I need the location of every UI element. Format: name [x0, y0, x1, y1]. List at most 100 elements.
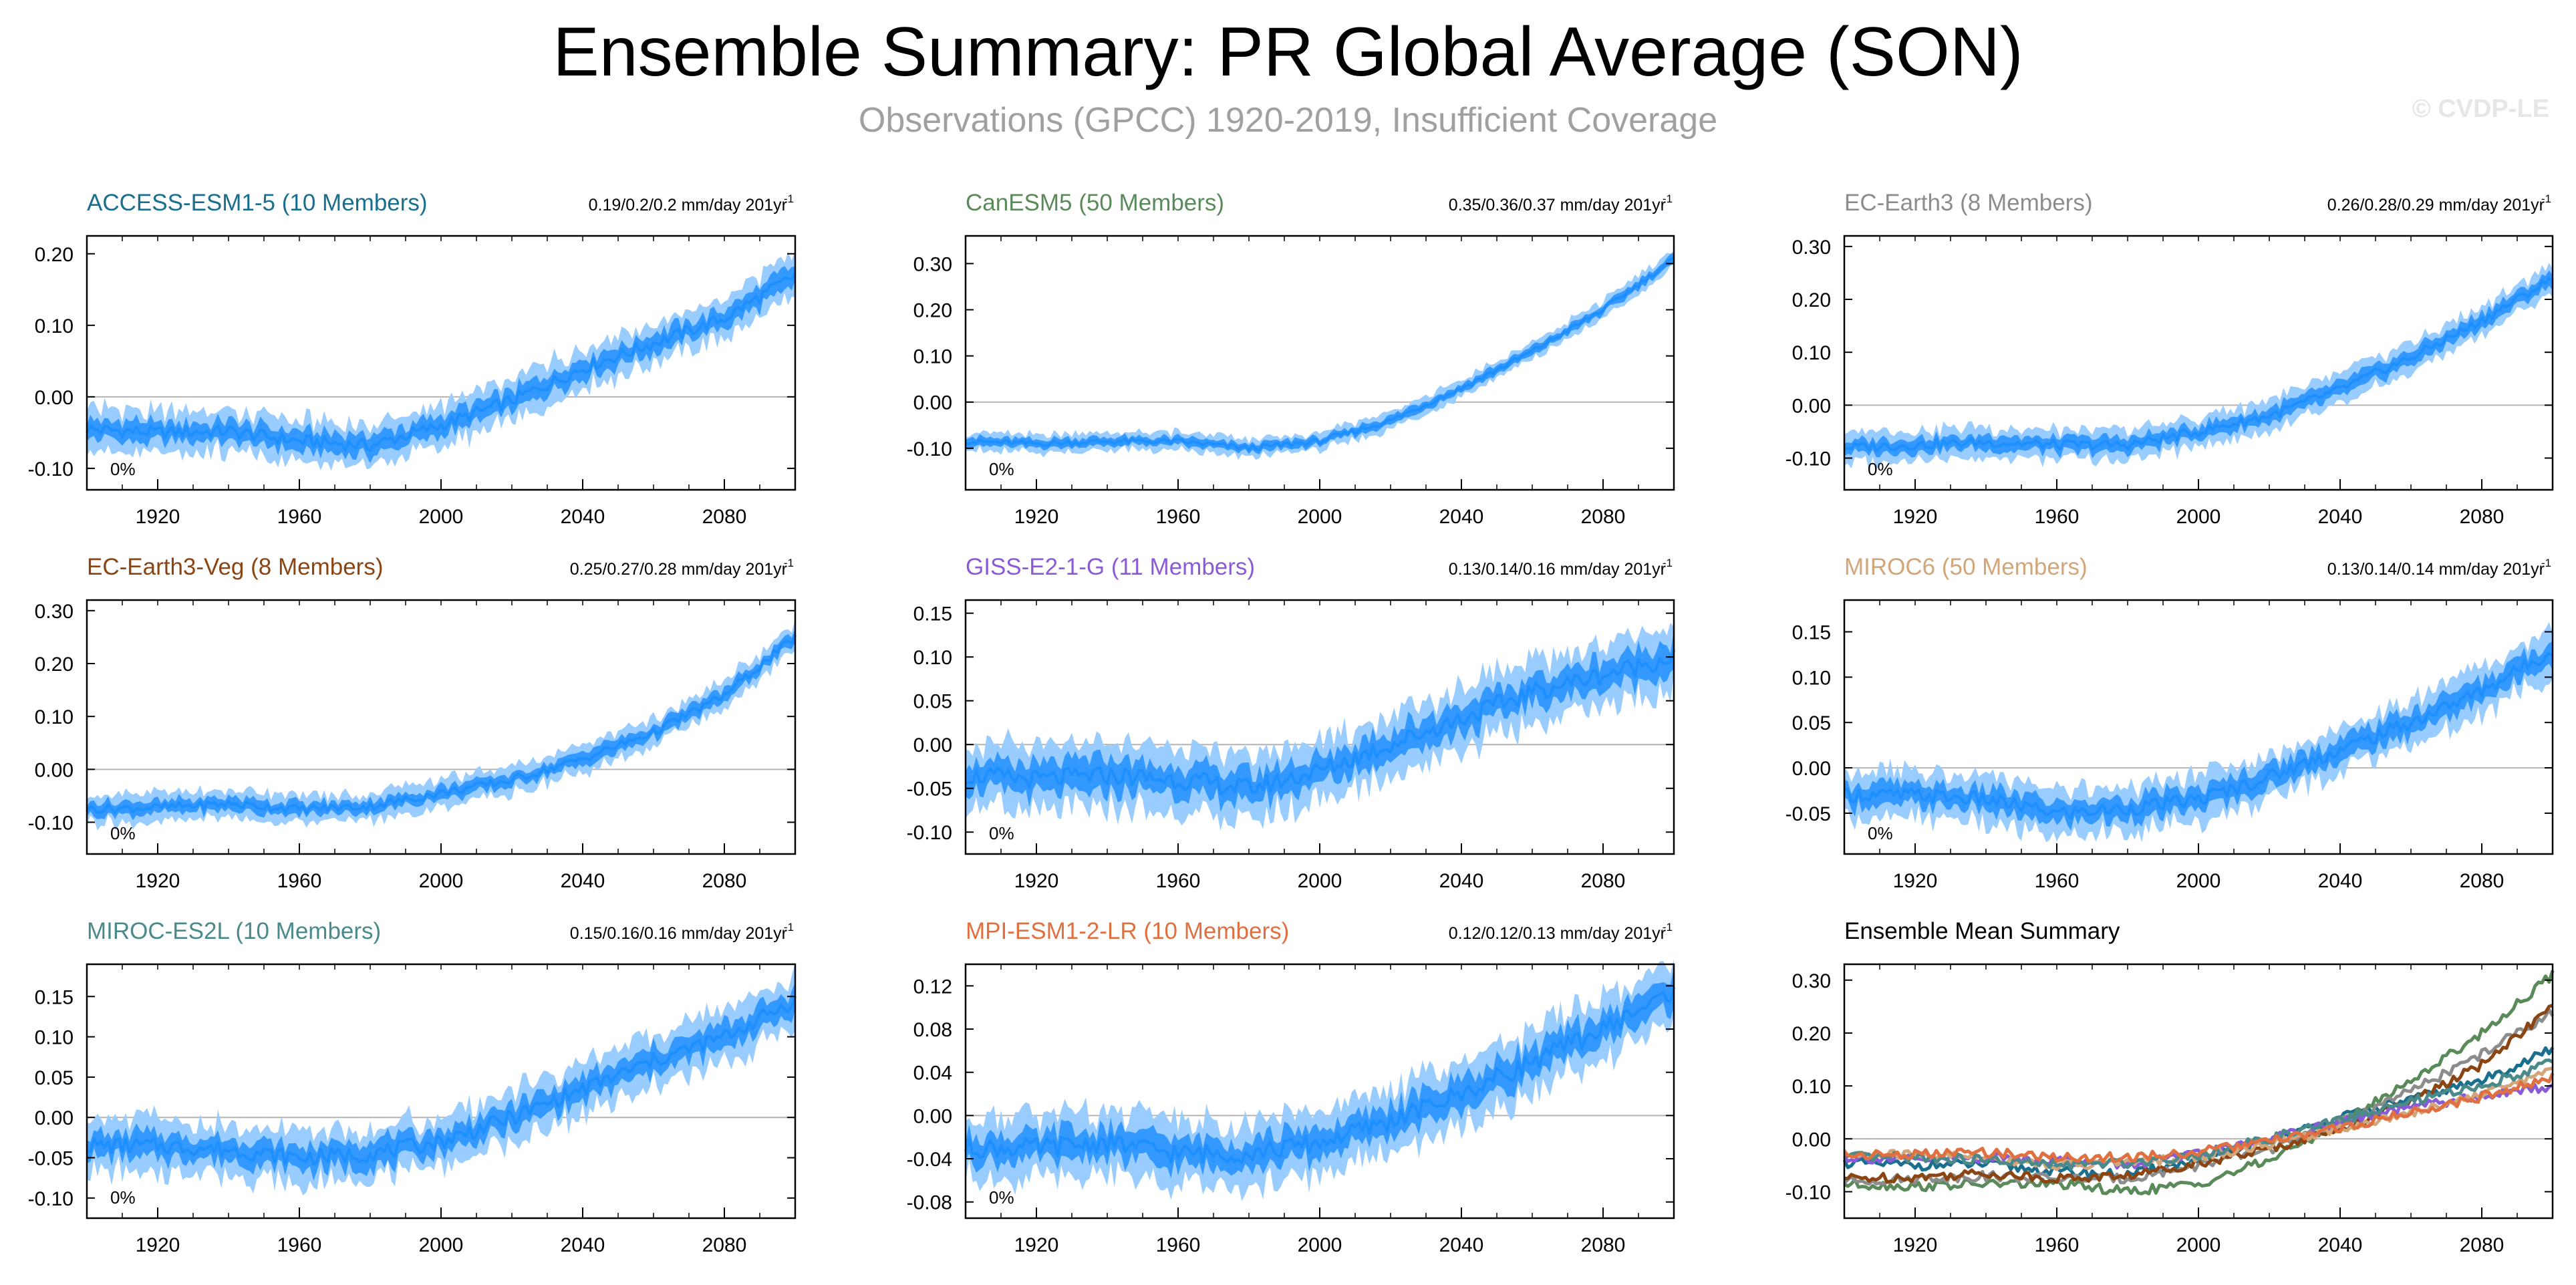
x-tick-label: 2040	[2318, 1234, 2363, 1256]
ensemble-mean-line	[965, 650, 1675, 796]
panel-title: GISS-E2-1-G (11 Members)	[966, 554, 1255, 580]
trend-exponent: -1	[2541, 557, 2551, 569]
trend-label: 0.13/0.14/0.14 mm/day 201yr	[2327, 560, 2545, 579]
x-tick-label: 1920	[136, 1234, 180, 1256]
panel-title: EC-Earth3 (8 Members)	[1844, 190, 2092, 216]
y-tick-label: -0.10	[1785, 1181, 1831, 1203]
x-tick-label: 1960	[2035, 870, 2080, 892]
coverage-percent-label: 0%	[989, 459, 1014, 479]
series-line-mpi-esm1-2-lr	[1843, 1073, 2555, 1163]
panel-title: ACCESS-ESM1-5 (10 Members)	[87, 190, 428, 216]
y-tick-label: 0.10	[913, 647, 952, 669]
trend-exponent: -1	[1663, 192, 1673, 205]
x-tick-label: 2080	[2460, 870, 2505, 892]
x-tick-label: 1960	[2035, 506, 2080, 528]
trend-exponent: -1	[1663, 921, 1673, 934]
ensemble-iqr-band	[966, 968, 1674, 1179]
y-tick-label: -0.10	[907, 438, 952, 460]
trend-label: 0.13/0.14/0.16 mm/day 201yr	[1449, 560, 1666, 579]
x-tick-label: 1960	[1156, 870, 1201, 892]
panel-title: MIROC-ES2L (10 Members)	[87, 918, 381, 944]
ensemble-range-band	[966, 959, 1674, 1201]
page-title: Ensemble Summary: PR Global Average (SON…	[553, 13, 2023, 91]
y-tick-label: 0.12	[913, 976, 952, 998]
y-tick-label: -0.05	[907, 778, 952, 801]
panel-giss-e2-1-g-11-members: GISS-E2-1-G (11 Members) 0.13/0.14/0.16 m…	[907, 554, 1675, 892]
y-tick-label: 0.10	[35, 1027, 74, 1049]
y-tick-label: -0.10	[28, 1188, 74, 1210]
trend-label: 0.12/0.12/0.13 mm/day 201yr	[1449, 924, 1666, 943]
panel-title: EC-Earth3-Veg (8 Members)	[87, 554, 383, 580]
series-line-canesm5	[1843, 970, 2555, 1195]
x-tick-label: 1920	[1893, 506, 1938, 528]
y-tick-label: 0.20	[1792, 289, 1831, 311]
x-tick-label: 2000	[419, 1234, 464, 1256]
y-tick-label: 0.30	[913, 253, 952, 275]
trend-label: 0.19/0.2/0.2 mm/day 201yr	[589, 196, 787, 215]
panel-mpi-esm1-2-lr-10-members: MPI-ESM1-2-LR (10 Members) 0.12/0.12/0.13…	[907, 918, 1675, 1256]
x-tick-label: 2000	[419, 870, 464, 892]
x-tick-label: 2080	[1581, 1234, 1626, 1256]
ensemble-mean-line	[86, 273, 797, 452]
y-tick-label: 0.10	[1792, 342, 1831, 364]
x-tick-label: 1920	[1893, 870, 1938, 892]
x-tick-label: 2040	[2318, 506, 2363, 528]
y-tick-label: 0.10	[35, 706, 74, 728]
x-tick-label: 2000	[2176, 1234, 2221, 1256]
trend-exponent: -1	[784, 921, 794, 934]
ensemble-range-band	[966, 623, 1674, 831]
x-tick-label: 2080	[702, 870, 747, 892]
coverage-percent-label: 0%	[110, 823, 136, 843]
panel-ec-earth3-8-members: EC-Earth3 (8 Members) 0.26/0.28/0.29 mm/d…	[1785, 190, 2554, 528]
x-tick-label: 2040	[1439, 506, 1484, 528]
y-tick-label: 0.30	[1792, 970, 1831, 992]
series-line-miroc-es2l	[1844, 1058, 2554, 1171]
coverage-percent-label: 0%	[110, 1187, 136, 1207]
ensemble-iqr-band	[966, 631, 1674, 813]
x-tick-label: 2000	[1298, 870, 1342, 892]
y-tick-label: 0.10	[913, 346, 952, 368]
y-tick-label: 0.15	[1792, 622, 1831, 644]
panel-title: CanESM5 (50 Members)	[966, 190, 1224, 216]
y-tick-label: 0.05	[913, 691, 952, 713]
panel-access-esm1-5-10-members: ACCESS-ESM1-5 (10 Members) 0.19/0.2/0.2 m…	[28, 190, 797, 528]
x-tick-label: 2040	[561, 506, 605, 528]
y-tick-label: -0.10	[28, 813, 74, 835]
x-tick-label: 1920	[136, 870, 180, 892]
y-tick-label: 0.00	[1792, 1129, 1831, 1151]
panel-miroc6-50-members: MIROC6 (50 Members) 0.13/0.14/0.14 mm/day…	[1785, 554, 2554, 892]
y-tick-label: -0.05	[1785, 803, 1831, 825]
coverage-percent-label: 0%	[1868, 823, 1893, 843]
panel-title: MIROC6 (50 Members)	[1844, 554, 2088, 580]
y-tick-label: 0.20	[35, 244, 74, 266]
x-tick-label: 1960	[277, 870, 322, 892]
y-tick-label: 0.00	[913, 392, 952, 414]
ensemble-mean-line	[1844, 277, 2554, 452]
y-tick-label: 0.00	[35, 387, 74, 409]
trend-label: 0.26/0.28/0.29 mm/day 201yr	[2327, 196, 2545, 215]
x-tick-label: 2080	[2460, 506, 2505, 528]
x-tick-label: 1920	[136, 506, 180, 528]
x-tick-label: 1960	[1156, 1234, 1201, 1256]
watermark: © CVDP-LE	[2412, 95, 2549, 123]
coverage-percent-label: 0%	[1868, 459, 1893, 479]
y-tick-label: 0.30	[1792, 237, 1831, 259]
y-tick-label: 0.00	[913, 734, 952, 756]
panel-canesm5-50-members: CanESM5 (50 Members) 0.35/0.36/0.37 mm/da…	[907, 190, 1675, 528]
y-tick-label: -0.08	[907, 1192, 952, 1214]
x-tick-label: 2040	[561, 1234, 605, 1256]
ensemble-mean-line	[964, 987, 1675, 1164]
ensemble-mean-line	[965, 256, 1675, 452]
ensemble-iqr-band	[1844, 270, 2553, 458]
x-tick-label: 1960	[277, 506, 322, 528]
x-tick-label: 2000	[1298, 506, 1342, 528]
y-tick-label: -0.10	[1785, 448, 1831, 470]
x-tick-label: 2000	[2176, 506, 2221, 528]
y-tick-label: -0.04	[907, 1149, 952, 1171]
ensemble-iqr-band	[1844, 641, 2553, 831]
x-tick-label: 2080	[702, 506, 747, 528]
y-tick-label: 0.10	[1792, 667, 1831, 689]
y-tick-label: 0.20	[35, 654, 74, 676]
x-tick-label: 2080	[1581, 870, 1626, 892]
y-tick-label: -0.10	[907, 822, 952, 844]
